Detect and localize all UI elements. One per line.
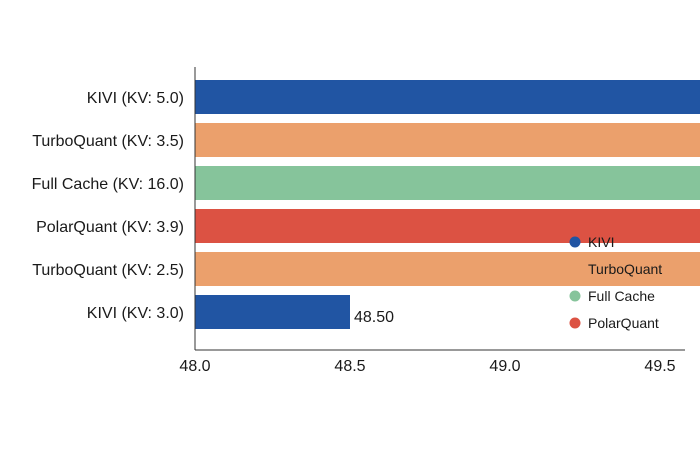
x-tick-label: 49.5 [644,358,675,375]
bar [195,252,700,286]
category-label: TurboQuant (KV: 3.5) [32,133,184,150]
category-labels: KIVI (KV: 5.0) TurboQuant (KV: 3.5) Full C… [32,90,184,322]
axes [194,67,685,351]
value-label: 48.50 [354,309,394,326]
bar [195,123,700,157]
category-label: PolarQuant (KV: 3.9) [36,219,184,236]
legend-label: Full Cache [588,288,655,304]
category-label: KIVI (KV: 3.0) [87,305,184,322]
value-labels: 50.1650.0650.0649.7849.7448.50 [354,309,394,326]
bar [195,295,350,329]
bar [195,209,700,243]
x-tick-label: 49.0 [489,358,520,375]
legend: KIVI TurboQuant Full Cache PolarQuant [569,234,662,331]
category-label: TurboQuant (KV: 2.5) [32,262,184,279]
legend-marker [569,290,581,302]
legend-label: TurboQuant [588,261,662,277]
legend-label: PolarQuant [588,315,659,331]
legend-marker [569,263,581,275]
legend-marker [569,317,581,329]
legend-label: KIVI [588,234,614,250]
category-label: KIVI (KV: 5.0) [87,90,184,107]
x-tick-label: 48.0 [179,358,210,375]
bars-layer [195,80,700,329]
legend-marker [569,236,581,248]
tick-labels: 48.048.549.049.550.050.551 [179,358,675,375]
bar [195,166,700,200]
category-label: Full Cache (KV: 16.0) [32,176,184,193]
x-tick-label: 48.5 [334,358,365,375]
bar [195,80,700,114]
